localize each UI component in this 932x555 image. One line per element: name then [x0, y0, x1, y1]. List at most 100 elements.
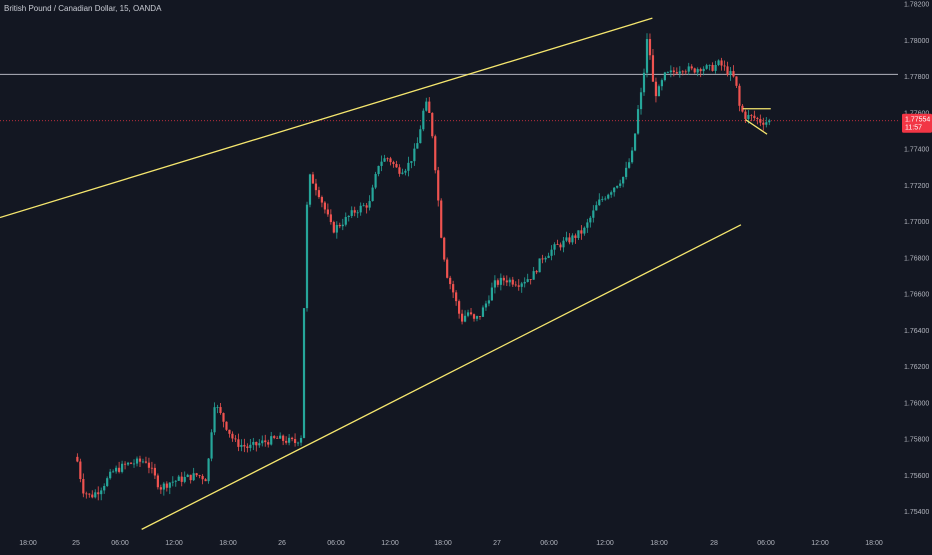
candle-body — [395, 164, 398, 168]
candle — [523, 277, 526, 288]
x-tick-label: 06:00 — [327, 540, 345, 547]
candle — [264, 434, 267, 447]
trendline-channel-upper — [0, 17, 653, 219]
candle — [511, 276, 514, 287]
candle — [487, 295, 491, 307]
candle — [192, 467, 195, 482]
candle — [502, 275, 505, 286]
candle-body — [362, 205, 365, 207]
candle — [696, 67, 699, 77]
x-tick-label: 18:00 — [865, 540, 883, 547]
candle — [520, 281, 523, 293]
candle-body — [443, 237, 446, 260]
candle-body — [401, 172, 404, 174]
candle — [261, 435, 264, 447]
candle-body — [425, 101, 428, 111]
candle — [455, 290, 458, 306]
candle-body — [466, 312, 470, 316]
candle-body — [747, 114, 750, 119]
candle — [720, 57, 723, 71]
candle-body — [368, 201, 371, 208]
candle — [446, 257, 449, 279]
candle-body — [267, 442, 270, 445]
candle — [118, 461, 121, 474]
candle-body — [732, 71, 735, 77]
candle — [598, 193, 601, 206]
candle-body — [538, 258, 541, 273]
candle-body — [195, 473, 198, 476]
candle-body — [541, 258, 544, 260]
candle-body — [100, 490, 103, 495]
candle-body — [219, 407, 222, 414]
candle-body — [156, 475, 159, 488]
trendline-channel-lower — [141, 224, 742, 530]
candle-body — [338, 224, 341, 227]
y-axis: 1.75400 1.75600 1.75800 1.76000 1.76200 1.764… — [904, 2, 929, 517]
candle-body — [261, 440, 264, 444]
candle-body — [574, 235, 577, 238]
candle — [577, 230, 580, 240]
candle — [565, 231, 568, 243]
candle — [431, 112, 434, 139]
candle-body — [639, 92, 643, 110]
candle — [630, 147, 634, 164]
candle — [225, 421, 228, 431]
candle-body — [553, 244, 556, 250]
candle — [505, 275, 508, 287]
candle-body — [192, 473, 195, 481]
candle-body — [598, 199, 601, 206]
y-tick-label: 1.77000 — [904, 219, 929, 226]
candle — [493, 275, 496, 294]
candle-body — [305, 204, 309, 309]
candle-body — [633, 133, 637, 151]
candle — [115, 465, 118, 474]
candle-body — [532, 271, 535, 280]
candle-body — [526, 279, 529, 282]
candle — [765, 117, 768, 128]
candle — [416, 137, 419, 149]
candle-body — [332, 222, 335, 233]
candle — [332, 220, 335, 234]
candle — [273, 435, 276, 440]
candle-body — [371, 187, 374, 202]
candle-body — [684, 71, 687, 73]
candle-body — [562, 240, 565, 248]
candle-body — [264, 440, 267, 443]
candle — [377, 165, 380, 177]
candle — [180, 472, 183, 487]
candle — [452, 280, 455, 299]
candle-body — [416, 143, 419, 149]
candle — [204, 478, 207, 482]
candle-body — [455, 292, 458, 302]
candle-body — [234, 438, 237, 440]
candle — [213, 402, 216, 436]
candle-body — [407, 162, 410, 171]
candle — [91, 490, 94, 499]
candle-body — [523, 281, 526, 284]
candle-body — [741, 105, 744, 112]
candle-body — [502, 277, 505, 281]
candle-body — [314, 183, 318, 191]
candles — [76, 33, 771, 501]
candle-body — [505, 280, 508, 283]
candle — [76, 453, 79, 463]
candle-body — [356, 212, 359, 214]
candle-body — [463, 315, 467, 322]
candle — [135, 456, 139, 467]
candle-body — [255, 441, 258, 446]
candle — [628, 158, 631, 169]
candle — [642, 68, 646, 96]
candle — [589, 215, 592, 228]
candle — [234, 435, 237, 443]
candle-body — [672, 70, 675, 73]
candle — [440, 198, 443, 239]
candle-body — [750, 114, 753, 116]
candle-body — [708, 64, 711, 66]
candle-body — [180, 476, 183, 482]
candle-body — [377, 165, 380, 175]
y-tick-label: 1.76000 — [904, 400, 929, 407]
candle — [648, 33, 652, 60]
candle-body — [276, 437, 279, 439]
